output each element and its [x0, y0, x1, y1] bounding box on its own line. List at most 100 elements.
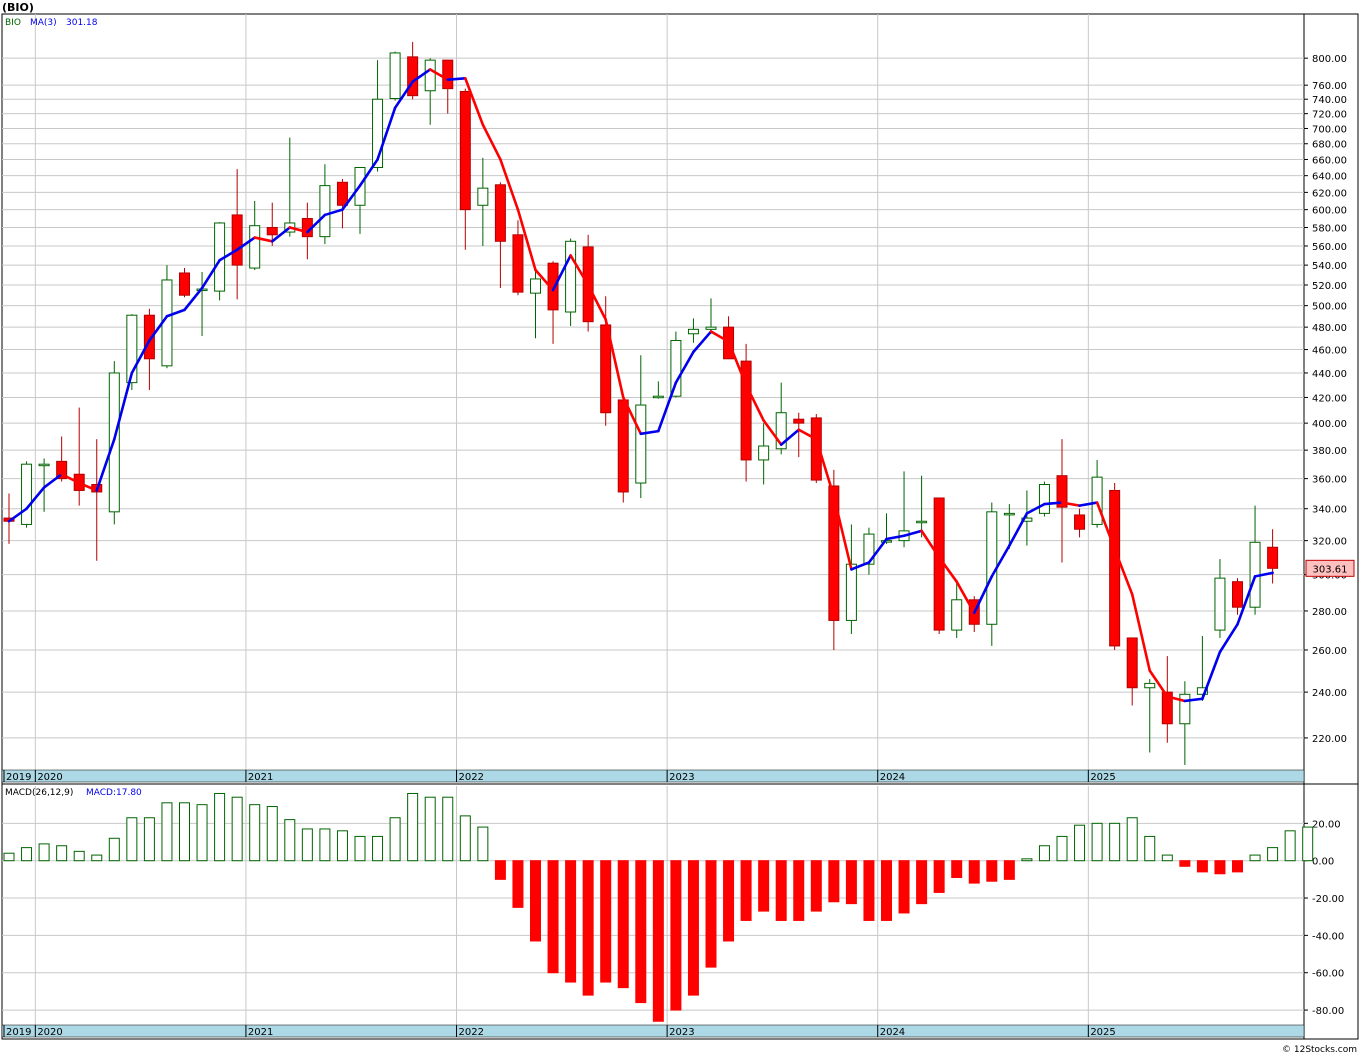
ma-line-segment [657, 381, 678, 433]
ma-line-segment [130, 339, 151, 375]
ma-line-segment [1130, 592, 1152, 672]
price-candle [38, 458, 50, 512]
macd-bar [933, 860, 945, 893]
credit-label: © 12Stocks.com [1282, 1045, 1357, 1055]
ma-line-segment [797, 428, 818, 441]
macd-tick-label: -60.00 [1312, 969, 1344, 980]
x-axis-label: 2021 [248, 1027, 273, 1038]
last-price-label: 303.61 [1313, 564, 1348, 575]
macd-bar [477, 826, 489, 862]
ma-line-segment [1148, 669, 1169, 698]
price-candle [705, 298, 717, 334]
macd-bar [494, 860, 506, 880]
candle-body [319, 185, 331, 238]
ma-line-segment [937, 556, 959, 583]
price-candle [1021, 490, 1033, 546]
macd-bar [881, 860, 892, 921]
price-candle [1214, 559, 1226, 638]
price-candle [565, 238, 577, 327]
ma-line-segment [376, 106, 397, 161]
macd-bar [266, 806, 278, 862]
ma-line-segment [1253, 571, 1274, 578]
ma-line-segment [832, 495, 853, 571]
macd-bar [828, 860, 840, 903]
ma-line-segment [200, 258, 221, 290]
ma-line-segment [270, 226, 292, 243]
x-axis-label: 2022 [459, 772, 484, 783]
price-tick-label: 260.00 [1312, 646, 1347, 657]
ma-line-segment [1218, 622, 1239, 654]
ma-line-segment [692, 330, 713, 354]
candle-body [530, 278, 541, 294]
x-axis-label: 2024 [880, 1027, 905, 1038]
macd-legend-label: MACD(26,12,9) [5, 788, 73, 798]
price-candle [1091, 459, 1103, 528]
price-candle [442, 59, 454, 114]
macd-bar [547, 860, 559, 974]
x-axis-label: 2023 [669, 1027, 694, 1038]
macd-bar [249, 804, 261, 862]
price-candle [547, 261, 559, 344]
price-tick-label: 280.00 [1312, 607, 1347, 618]
price-tick-label: 320.00 [1312, 537, 1347, 548]
macd-bar [1249, 854, 1261, 862]
ma-line-segment [306, 213, 327, 234]
ma-line-segment [902, 529, 923, 538]
macd-bar [143, 817, 155, 862]
ma-line-segment [1166, 695, 1187, 703]
ma-line-segment [288, 226, 309, 234]
x-axis-label: 2023 [669, 772, 694, 783]
price-candle [758, 423, 770, 485]
candle-body [1267, 546, 1279, 569]
price-candle [249, 200, 261, 271]
macd-bar [319, 828, 331, 862]
macd-tick-label: -80.00 [1312, 1006, 1344, 1017]
macd-bar [1074, 824, 1086, 862]
ma-line-segment [779, 428, 801, 446]
ma-line-segment [744, 383, 765, 422]
macd-bar [635, 860, 647, 1004]
candle-body [336, 181, 348, 206]
candle-body [687, 328, 699, 335]
ma-line-segment [25, 486, 46, 511]
candle-body [1179, 693, 1191, 725]
macd-bar [1021, 858, 1033, 862]
ma-line-segment [446, 76, 467, 81]
candle-body [810, 417, 822, 481]
ma-line-segment [42, 472, 63, 489]
macd-tick-label: 20.00 [1312, 819, 1341, 830]
candle-body [1109, 489, 1121, 647]
ma-line-segment [95, 437, 116, 492]
macd-bar [845, 860, 857, 905]
macd-bar [1284, 830, 1296, 862]
ma-line-segment [481, 123, 502, 161]
macd-legend-value: MACD:17.80 [86, 788, 142, 798]
macd-bar [56, 845, 68, 862]
price-candle [231, 169, 243, 300]
price-candle [372, 60, 384, 172]
macd-bar [775, 860, 787, 921]
macd-bar [898, 860, 910, 914]
price-tick-label: 640.00 [1312, 172, 1347, 183]
ma-line-segment [709, 330, 730, 343]
price-tick-label: 340.00 [1312, 505, 1347, 516]
ma-line-segment [569, 254, 590, 287]
price-candle [1196, 635, 1208, 701]
panel-frame [1, 13, 1305, 785]
macd-bar [1267, 847, 1279, 862]
price-tick-label: 760.00 [1312, 81, 1347, 92]
price-tick-label: 460.00 [1312, 346, 1347, 357]
macd-bar [1056, 835, 1068, 862]
macd-bar [1161, 854, 1173, 862]
price-tick-label: 500.00 [1312, 302, 1347, 313]
ma-line-segment [674, 350, 695, 384]
macd-bar [723, 860, 735, 942]
macd-bar [916, 860, 928, 905]
ma-line-segment [814, 437, 836, 498]
macd-bar [1038, 845, 1050, 862]
macd-bar [810, 860, 822, 912]
candle-body [38, 463, 50, 467]
candle-body [1214, 577, 1226, 631]
x-axis-label: 2019 [6, 772, 31, 783]
